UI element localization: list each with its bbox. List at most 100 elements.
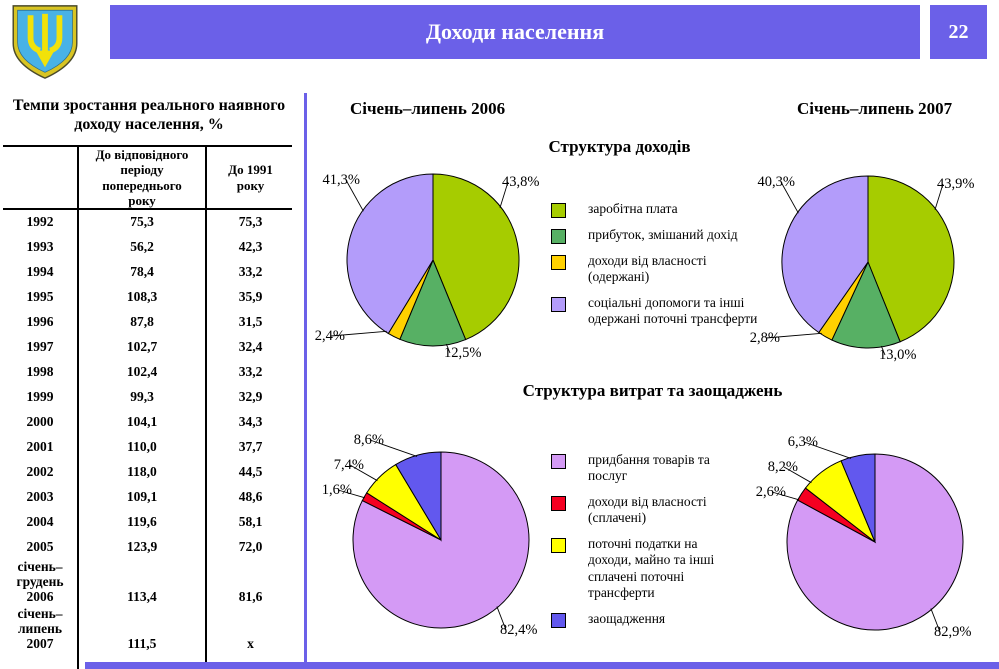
table-cell-year: січень– грудень 2006	[3, 559, 79, 607]
table-cell-year: 1993	[3, 235, 79, 261]
pie-value-label: 13,0%	[879, 347, 916, 363]
expense-section-title: Структура витрат та заощаджень	[522, 381, 783, 400]
table-cell-year: 1995	[3, 285, 79, 311]
table-cell-vs-1991: 48,6	[238, 489, 263, 505]
table-cell-year: 2003	[3, 485, 79, 511]
legend-item: придбання товарів та послуг	[551, 452, 763, 485]
legend-swatch-icon	[551, 296, 566, 312]
table-header-year	[3, 147, 79, 209]
pie-leader-line	[499, 181, 509, 208]
pie-leader-line	[783, 466, 812, 484]
table-row: 2002 118,0 44,5	[3, 460, 292, 486]
pie-value-label: 6,3%	[788, 434, 818, 450]
table-row: січень– грудень 2006 113,4 81,6	[3, 559, 292, 607]
vertical-divider	[304, 93, 307, 669]
table-cell-vs-1991: 33,2	[238, 364, 263, 380]
table-cell-year: 1992	[3, 210, 79, 236]
slide-title: Доходи населення	[425, 19, 605, 44]
pie-value-label: 7,4%	[334, 457, 364, 473]
legend-swatch-icon	[551, 255, 566, 270]
table-row: 1996 87,8 31,5	[3, 310, 292, 336]
pie-leader-line	[934, 183, 944, 210]
table-cell-vs-previous: 111,5	[79, 606, 207, 654]
legend-swatch-icon	[551, 495, 566, 511]
legend-item: соціальні допомоги та інші одержані пото…	[551, 295, 763, 328]
income-legend: заробітна плата прибуток, змішаний дохід д…	[551, 201, 763, 337]
pie-chart-income-2007: 43,9% 13,0% 2,8% 40,3%	[750, 174, 975, 363]
pie-value-label: 8,2%	[768, 459, 798, 475]
pie-leader-line	[445, 343, 451, 354]
pie-slice-income-2007-0	[867, 175, 955, 343]
legend-label: заробітна плата	[588, 201, 678, 216]
table-cell-year: 1997	[3, 335, 79, 361]
pie-slice-expense-2007-3	[840, 453, 876, 543]
header-banner: Доходи населення	[110, 5, 920, 59]
legend-label: прибуток, змішаний дохід	[588, 227, 738, 242]
table-cell-year: 2000	[3, 410, 79, 436]
legend-label: придбання товарів та послуг	[588, 452, 710, 484]
pie-value-label: 2,6%	[756, 484, 786, 500]
table-cell-vs-previous: 78,4	[79, 260, 207, 286]
table-cell-vs-1991: 32,4	[238, 339, 263, 355]
table-cell-vs-1991: x	[247, 635, 254, 651]
legend-item: доходи від власності (одержані)	[551, 253, 763, 286]
table-cell-vs-1991: 35,9	[238, 289, 263, 305]
table-row: 1992 75,3 75,3	[3, 210, 292, 236]
table-cell-vs-previous: 118,0	[79, 460, 207, 486]
pie-slice-expense-2006-3	[395, 451, 442, 542]
legend-item: прибуток, змішаний дохід	[551, 227, 763, 244]
pie-leader-line	[880, 345, 886, 356]
legend-label: доходи від власності (одержані)	[588, 253, 707, 285]
ukraine-coat-of-arms-icon	[12, 5, 78, 79]
pie-slice-income-2006-1	[399, 258, 467, 347]
table-cell-year: 1996	[3, 310, 79, 336]
table-cell-vs-1991: 58,1	[238, 514, 263, 530]
legend-label: соціальні допомоги та інші одержані пото…	[588, 294, 758, 327]
legend-item: поточні податки на доходи, майно та інші…	[551, 536, 763, 602]
legend-item: заробітна плата	[551, 201, 763, 218]
pie-leader-line	[369, 439, 418, 457]
table-cell-vs-previous: 109,1	[79, 485, 207, 511]
table-cell-year: 2004	[3, 510, 79, 536]
table-cell-year: 2005	[3, 535, 79, 561]
table-cell-vs-previous: 108,3	[79, 285, 207, 311]
table-header-vs-1991: До 1991 року	[228, 162, 273, 193]
legend-swatch-icon	[551, 229, 566, 244]
income-section-title: Структура доходів	[548, 137, 691, 156]
pie-value-label: 82,9%	[934, 624, 971, 640]
table-cell-vs-previous: 56,2	[79, 235, 207, 261]
legend-label: доходи від власності (сплачені)	[588, 493, 707, 526]
pie-leader-line	[780, 181, 799, 214]
table-filler-row	[3, 653, 292, 669]
table-row: 1997 102,7 32,4	[3, 335, 292, 361]
table-cell-vs-previous: 75,3	[79, 210, 207, 236]
period-label-2007: Січень–липень 2007	[796, 99, 953, 118]
table-row: 2004 119,6 58,1	[3, 510, 292, 536]
table-cell-vs-1991: 81,6	[238, 589, 263, 604]
table-cell-vs-1991: 32,9	[238, 389, 263, 405]
pie-leader-line	[349, 464, 378, 482]
table-row: 2005 123,9 72,0	[3, 535, 292, 561]
pie-slice-income-2007-3	[781, 175, 869, 334]
table-header-row: До відповідного періоду попереднього рок…	[3, 147, 292, 211]
pie-value-label: 40,3%	[758, 174, 795, 190]
table-row: 2000 104,1 34,3	[3, 410, 292, 436]
table-cell-year: 1999	[3, 385, 79, 411]
pie-chart-income-2006: 43,8% 12,5% 2,4% 41,3%	[315, 172, 540, 361]
expense-legend: придбання товарів та послуг доходи від вл…	[551, 452, 763, 637]
table-header-vs-previous: До відповідного періоду попереднього рок…	[79, 147, 207, 209]
table-cell-vs-1991: 33,2	[238, 264, 263, 280]
table-cell-vs-1991: 34,3	[238, 414, 263, 430]
table-cell-vs-1991: 44,5	[238, 464, 263, 480]
table-cell-vs-1991: 75,3	[238, 214, 263, 230]
growth-rate-table: До відповідного періоду попереднього рок…	[3, 145, 292, 669]
table-row: 1994 78,4 33,2	[3, 260, 292, 286]
pie-value-label: 43,9%	[937, 176, 974, 192]
legend-label: поточні податки на доходи, майно та інші…	[588, 535, 715, 601]
table-row: 1995 108,3 35,9	[3, 285, 292, 311]
legend-swatch-icon	[551, 612, 566, 628]
pie-value-label: 1,6%	[322, 482, 352, 498]
table-cell-vs-1991: 37,7	[238, 439, 263, 455]
pie-leader-line	[803, 441, 852, 459]
